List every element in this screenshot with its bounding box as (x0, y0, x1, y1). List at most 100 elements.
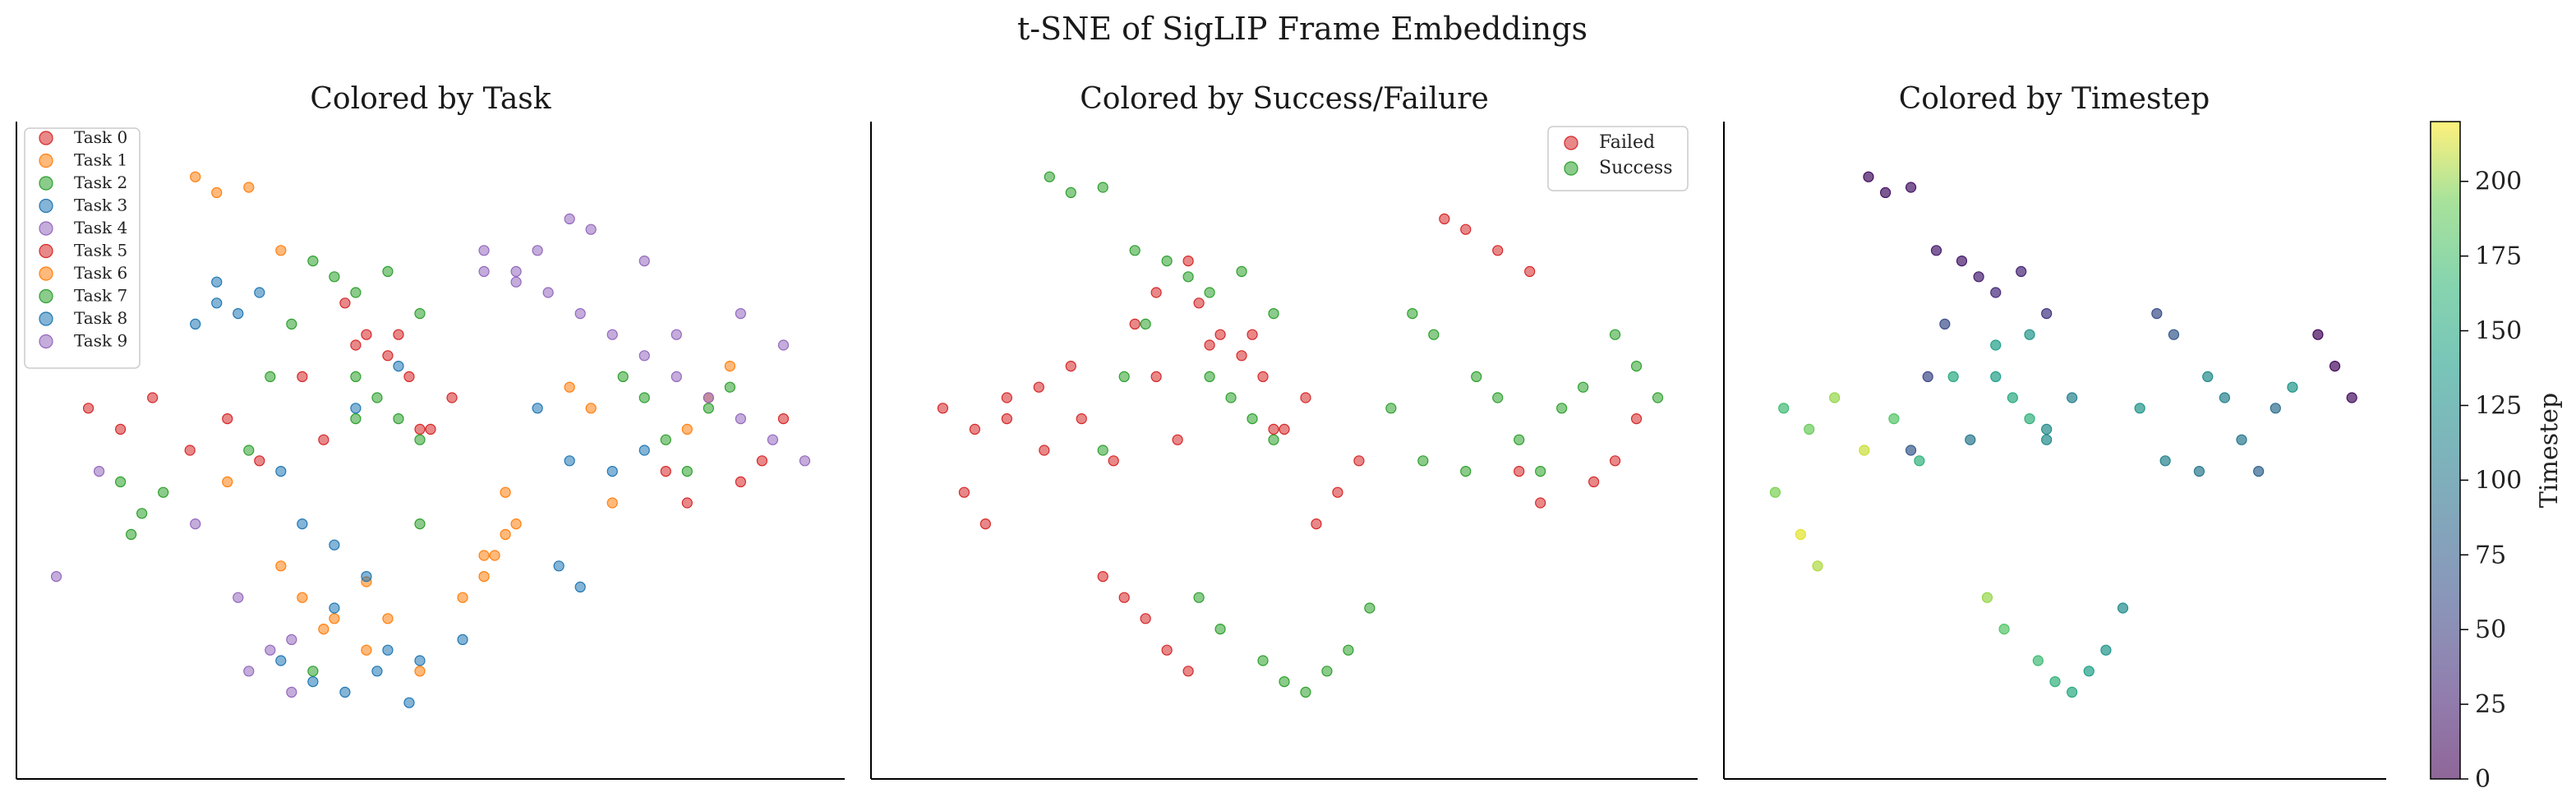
scatter-point (1769, 486, 1781, 498)
scatter-point (1204, 339, 1215, 351)
scatter-point (799, 455, 811, 467)
legend-marker (39, 311, 53, 326)
scatter-point (1279, 675, 1290, 688)
scatter-point (1268, 434, 1279, 445)
scatter-point (2253, 465, 2265, 477)
scatter-point (2287, 381, 2298, 393)
scatter-point (1353, 455, 1365, 467)
scatter-point (2032, 655, 2044, 666)
scatter-point (1044, 171, 1055, 182)
legend-label: Task 0 (74, 127, 127, 147)
scatter-point (1778, 403, 1790, 414)
scatter-point (457, 592, 468, 603)
scatter-point (585, 403, 597, 414)
scatter-point (457, 634, 468, 646)
scatter-point (478, 245, 490, 256)
scatter-point (286, 686, 297, 698)
scatter-point (1065, 361, 1076, 372)
legend-label: Task 2 (74, 173, 127, 192)
scatter-point (1225, 392, 1237, 403)
scatter-point (1332, 486, 1343, 498)
scatter-point (1514, 434, 1525, 445)
scatter-point (1914, 455, 1925, 467)
scatter-point (1129, 318, 1141, 329)
scatter-point (2007, 392, 2018, 403)
scatter-point (93, 465, 105, 477)
legend-marker (39, 198, 53, 214)
scatter-point (318, 623, 329, 635)
scatter-point (382, 265, 394, 277)
scatter-points-success (937, 171, 1664, 698)
scatter-point (606, 497, 618, 509)
scatter-point (724, 381, 735, 393)
scatter-point (606, 465, 618, 477)
panel-success: Colored by Success/Failure Failed Success (870, 82, 1698, 780)
scatter-point (564, 213, 575, 224)
scatter-point (2067, 392, 2078, 403)
legend-marker (39, 266, 53, 281)
scatter-point (681, 497, 693, 509)
scatter-point (1973, 271, 1984, 283)
scatter-point (1990, 287, 2002, 298)
figure-suptitle: t-SNE of SigLIP Frame Embeddings (1017, 11, 1588, 47)
legend-marker (39, 243, 53, 259)
scatter-point (190, 318, 201, 329)
scatter-point (767, 434, 779, 445)
scatter-point (1930, 245, 1942, 256)
scatter-point (1204, 371, 1215, 382)
scatter-point (2024, 329, 2035, 340)
scatter-point (1300, 686, 1311, 698)
scatter-point (243, 666, 255, 677)
scatter-point (275, 655, 287, 666)
scatter-point (350, 287, 362, 298)
scatter-point (1609, 455, 1621, 467)
scatter-point (2049, 675, 2061, 688)
scatter-point (756, 455, 768, 467)
scatter-point (777, 413, 790, 425)
scatter-point (222, 476, 233, 488)
scatter-point (339, 686, 351, 698)
scatter-point (735, 476, 746, 488)
scatter-point (1630, 361, 1643, 372)
scatter-point (1364, 602, 1376, 614)
scatter-point (532, 403, 543, 414)
panel-task: Colored by Task Task 0 Task 1 Task 2 Task 3… (16, 82, 845, 780)
scatter-point (1804, 423, 1815, 435)
scatter-point (1214, 329, 1226, 340)
scatter-point (1214, 623, 1226, 635)
legend-label: Failed (1599, 132, 1655, 153)
legend-label: Task 6 (74, 263, 127, 283)
scatter-point (1829, 392, 1841, 403)
scatter-point (2100, 644, 2112, 656)
scatter-point (265, 644, 276, 656)
scatter-point (297, 371, 308, 382)
scatter-point (500, 528, 511, 541)
scatter-point (82, 403, 94, 414)
scatter-point (735, 308, 746, 320)
legend-label: Success (1599, 158, 1672, 178)
scatter-point (2041, 434, 2053, 445)
scatter-point (265, 371, 276, 382)
scatter-point (275, 245, 287, 256)
scatter-point (222, 413, 233, 425)
scatter-point (1471, 371, 1482, 382)
scatter-point (1097, 445, 1108, 456)
scatter-point (1279, 423, 1290, 435)
scatter-point (393, 329, 404, 340)
scatter-point (1524, 265, 1536, 277)
scatter-point (329, 613, 340, 624)
scatter-point (115, 423, 127, 435)
legend-marker (39, 221, 53, 236)
scatter-point (1161, 644, 1173, 656)
scatter-point (1535, 497, 1546, 509)
scatter-points-timestep (1769, 171, 2357, 698)
scatter-point (1439, 213, 1450, 224)
scatter-point (339, 297, 351, 309)
legend-label: Task 5 (74, 241, 127, 260)
scatter-point (585, 223, 597, 235)
scatter-point (403, 371, 415, 382)
panel-title-task: Colored by Task (310, 82, 551, 116)
scatter-point (329, 539, 340, 551)
scatter-point (2346, 392, 2357, 403)
